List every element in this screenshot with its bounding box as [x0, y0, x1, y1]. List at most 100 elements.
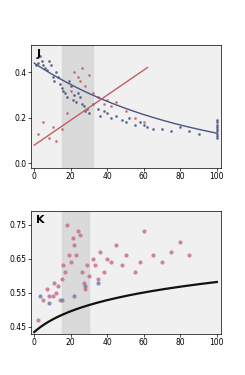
Point — [47, 300, 51, 306]
Point — [36, 317, 40, 323]
Point — [52, 279, 56, 285]
Point — [215, 135, 219, 141]
Point — [71, 235, 74, 241]
Point — [80, 65, 84, 71]
Point — [133, 115, 137, 121]
Point — [60, 85, 64, 91]
Point — [47, 293, 51, 299]
Point — [120, 262, 124, 268]
Point — [91, 101, 95, 107]
Point — [41, 63, 45, 69]
Point — [84, 83, 87, 89]
Point — [215, 126, 219, 132]
Point — [71, 97, 74, 103]
Point — [84, 286, 87, 292]
Point — [78, 232, 82, 238]
Point — [142, 228, 146, 234]
Point — [65, 110, 69, 116]
Point — [187, 129, 191, 135]
Point — [50, 74, 54, 80]
Point — [160, 126, 164, 132]
Point — [114, 112, 118, 118]
Point — [96, 94, 100, 100]
Point — [109, 115, 113, 121]
Point — [58, 81, 62, 87]
Point — [47, 58, 51, 64]
Point — [47, 135, 51, 141]
Point — [76, 74, 80, 80]
Point — [54, 290, 58, 296]
Point — [56, 283, 60, 289]
Point — [69, 87, 73, 93]
Text: K: K — [36, 214, 45, 225]
Point — [78, 94, 82, 100]
Point — [133, 269, 137, 275]
Bar — [62, 45, 93, 168]
Point — [36, 131, 40, 137]
Point — [124, 252, 128, 258]
Point — [96, 276, 100, 282]
Point — [84, 283, 87, 289]
Point — [69, 83, 73, 89]
Point — [82, 279, 86, 285]
Point — [69, 259, 73, 265]
Point — [78, 78, 82, 84]
Point — [87, 273, 91, 279]
Point — [41, 297, 45, 303]
Point — [65, 94, 69, 100]
Point — [138, 119, 142, 125]
Point — [98, 249, 102, 255]
Point — [109, 259, 113, 265]
Point — [124, 108, 128, 114]
Point — [109, 104, 113, 110]
Point — [76, 228, 80, 234]
Point — [38, 53, 42, 59]
Point — [49, 63, 53, 69]
Point — [45, 67, 49, 73]
Point — [82, 104, 86, 110]
Point — [80, 269, 84, 275]
Point — [45, 286, 49, 292]
Point — [43, 65, 47, 71]
Point — [133, 122, 137, 128]
Point — [74, 99, 78, 105]
Point — [80, 101, 84, 107]
Point — [87, 72, 91, 78]
Point — [215, 119, 219, 125]
Point — [102, 108, 106, 114]
Point — [85, 262, 89, 268]
Point — [105, 97, 109, 103]
Point — [74, 252, 78, 258]
Point — [142, 119, 146, 125]
Point — [91, 90, 95, 96]
Point — [151, 252, 155, 258]
Point — [151, 126, 155, 132]
Point — [61, 262, 65, 268]
Point — [187, 252, 191, 258]
Point — [60, 126, 64, 132]
Point — [54, 138, 58, 144]
Point — [169, 129, 173, 135]
Point — [93, 262, 97, 268]
Point — [76, 90, 80, 96]
Point — [102, 101, 106, 107]
Point — [215, 117, 219, 123]
Point — [98, 112, 102, 118]
Text: J: J — [36, 49, 40, 58]
Point — [41, 119, 45, 125]
Point — [105, 256, 109, 262]
Point — [120, 117, 124, 123]
Point — [96, 106, 100, 112]
Point — [215, 133, 219, 139]
Point — [114, 99, 118, 105]
Point — [84, 108, 87, 114]
Point — [138, 259, 142, 265]
Point — [56, 74, 60, 80]
Point — [215, 131, 219, 137]
Point — [36, 60, 40, 66]
Point — [105, 110, 109, 116]
Point — [160, 259, 164, 265]
Point — [50, 124, 54, 130]
Point — [67, 78, 71, 84]
Point — [63, 269, 67, 275]
